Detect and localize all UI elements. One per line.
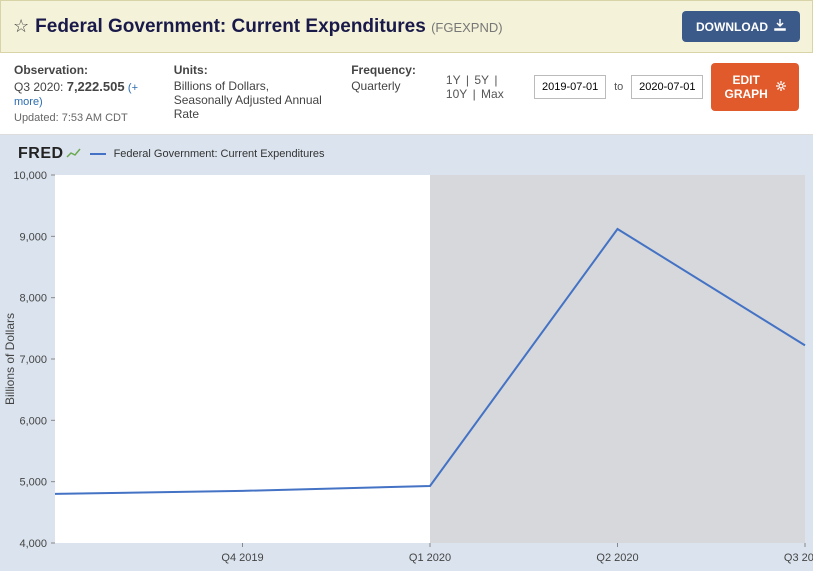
- svg-text:Q3 2020: Q3 2020: [784, 552, 813, 564]
- range-10y[interactable]: 10Y: [444, 87, 469, 101]
- date-from-input[interactable]: [534, 75, 606, 99]
- svg-text:4,000: 4,000: [19, 538, 47, 550]
- edit-label: EDIT GRAPH: [723, 73, 769, 101]
- legend-label: Federal Government: Current Expenditures: [114, 148, 325, 160]
- svg-text:10,000: 10,000: [13, 170, 47, 182]
- page-title: Federal Government: Current Expenditures…: [35, 16, 502, 38]
- legend-row: FRED Federal Government: Current Expendi…: [0, 141, 813, 169]
- range-1y[interactable]: 1Y: [444, 73, 463, 87]
- range-links: 1Y | 5Y | 10Y | Max: [444, 73, 526, 101]
- svg-text:Billions of Dollars: Billions of Dollars: [3, 313, 17, 405]
- updated-text: Updated: 7:53 AM CDT: [14, 112, 146, 124]
- units-line2: Seasonally Adjusted Annual Rate: [174, 93, 323, 121]
- svg-text:Q1 2020: Q1 2020: [409, 552, 451, 564]
- frequency-value: Quarterly: [351, 79, 416, 93]
- download-button[interactable]: DOWNLOAD: [682, 11, 800, 42]
- edit-graph-button[interactable]: EDIT GRAPH: [711, 63, 799, 111]
- fred-text: FRED: [18, 145, 64, 163]
- title-bar: ☆ Federal Government: Current Expenditur…: [0, 0, 813, 53]
- chart-wrap: FRED Federal Government: Current Expendi…: [0, 135, 813, 571]
- svg-text:9,000: 9,000: [19, 231, 47, 243]
- svg-text:7,000: 7,000: [19, 354, 47, 366]
- chart-icon: [66, 147, 82, 162]
- date-to-input[interactable]: [631, 75, 703, 99]
- observation-line: Q3 2020: 7,222.505 (+ more): [14, 79, 146, 108]
- svg-text:Q4 2019: Q4 2019: [221, 552, 263, 564]
- svg-text:8,000: 8,000: [19, 293, 47, 305]
- chart-svg: 4,000 5,000 6,000 7,000 8,000 9,000 10,000 Bill…: [0, 169, 813, 571]
- svg-text:6,000: 6,000: [19, 415, 47, 427]
- units-line1: Billions of Dollars,: [174, 79, 323, 93]
- download-icon: [774, 19, 786, 34]
- units-col: Units: Billions of Dollars, Seasonally A…: [174, 63, 323, 121]
- series-id: (FGEXPND): [431, 20, 503, 35]
- favorite-star-icon[interactable]: ☆: [13, 16, 29, 37]
- range-max[interactable]: Max: [479, 87, 506, 101]
- units-label: Units:: [174, 63, 323, 77]
- observation-value: 7,222.505: [67, 79, 125, 94]
- frequency-label: Frequency:: [351, 63, 416, 77]
- meta-bar: Observation: Q3 2020: 7,222.505 (+ more)…: [0, 53, 813, 135]
- title-text: Federal Government: Current Expenditures: [35, 16, 426, 37]
- range-5y[interactable]: 5Y: [472, 73, 491, 87]
- legend-swatch: [90, 153, 106, 155]
- observation-period: Q3 2020:: [14, 80, 63, 94]
- gear-icon: [775, 80, 787, 95]
- svg-text:Q2 2020: Q2 2020: [596, 552, 638, 564]
- svg-text:5,000: 5,000: [19, 477, 47, 489]
- controls-right: 1Y | 5Y | 10Y | Max to EDIT GRAPH: [444, 63, 799, 111]
- frequency-col: Frequency: Quarterly: [351, 63, 416, 93]
- observation-col: Observation: Q3 2020: 7,222.505 (+ more)…: [14, 63, 146, 124]
- to-text: to: [614, 81, 623, 93]
- fred-logo: FRED: [18, 145, 82, 163]
- title-left: ☆ Federal Government: Current Expenditur…: [13, 16, 503, 38]
- observation-label: Observation:: [14, 63, 146, 77]
- chart-area[interactable]: 4,000 5,000 6,000 7,000 8,000 9,000 10,000 Bill…: [0, 169, 813, 571]
- download-label: DOWNLOAD: [696, 20, 768, 34]
